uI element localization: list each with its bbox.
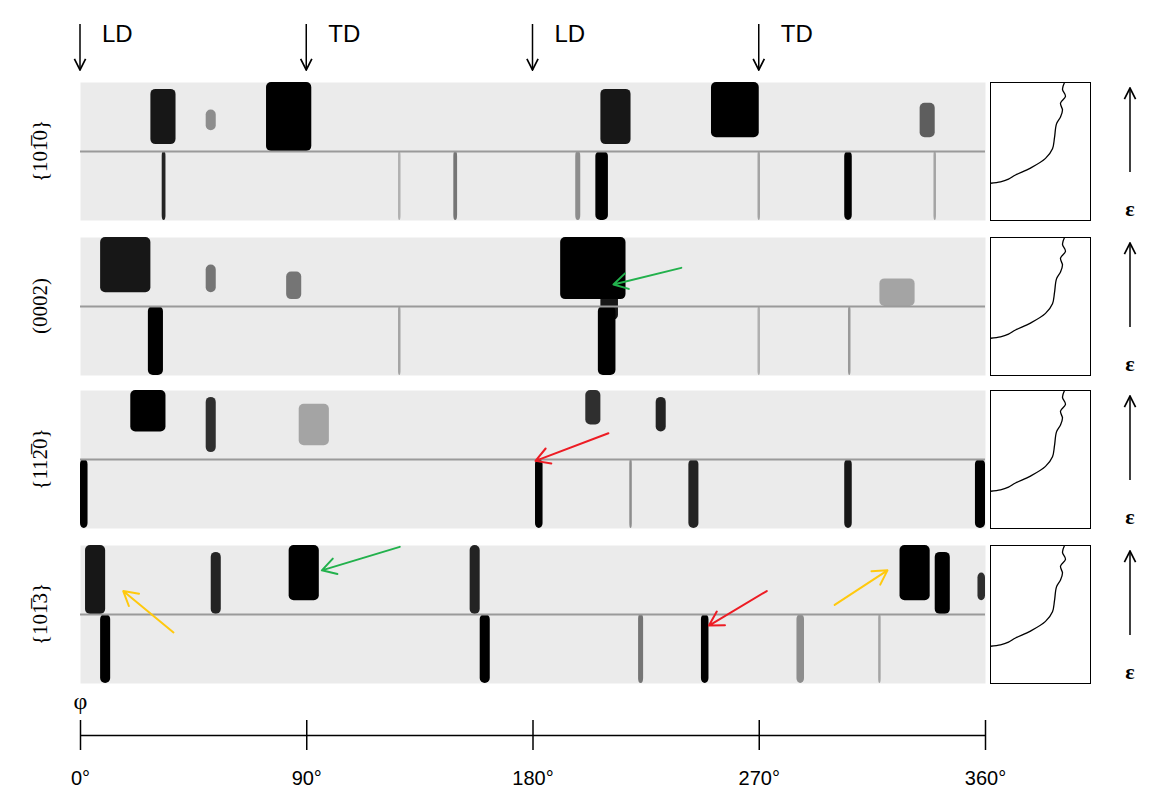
svg-text:{101̅3}: {101̅3} [28, 583, 52, 645]
svg-text:ε: ε [1125, 351, 1134, 376]
svg-text:LD: LD [555, 20, 586, 47]
svg-text:φ: φ [74, 688, 88, 714]
svg-text:TD: TD [328, 20, 360, 47]
svg-text:TD: TD [781, 20, 813, 47]
svg-text:90°: 90° [292, 767, 322, 789]
svg-text:LD: LD [102, 20, 133, 47]
svg-text:(0002): (0002) [28, 278, 52, 334]
svg-text:ε: ε [1125, 659, 1134, 684]
svg-text:0°: 0° [71, 767, 90, 789]
svg-text:ε: ε [1125, 196, 1134, 221]
svg-text:{112̅0}: {112̅0} [28, 428, 52, 489]
svg-text:180°: 180° [512, 767, 553, 789]
svg-text:{101̅0}: {101̅0} [28, 120, 52, 182]
svg-text:360°: 360° [965, 767, 1006, 789]
svg-text:ε: ε [1125, 504, 1134, 529]
svg-text:270°: 270° [739, 767, 780, 789]
